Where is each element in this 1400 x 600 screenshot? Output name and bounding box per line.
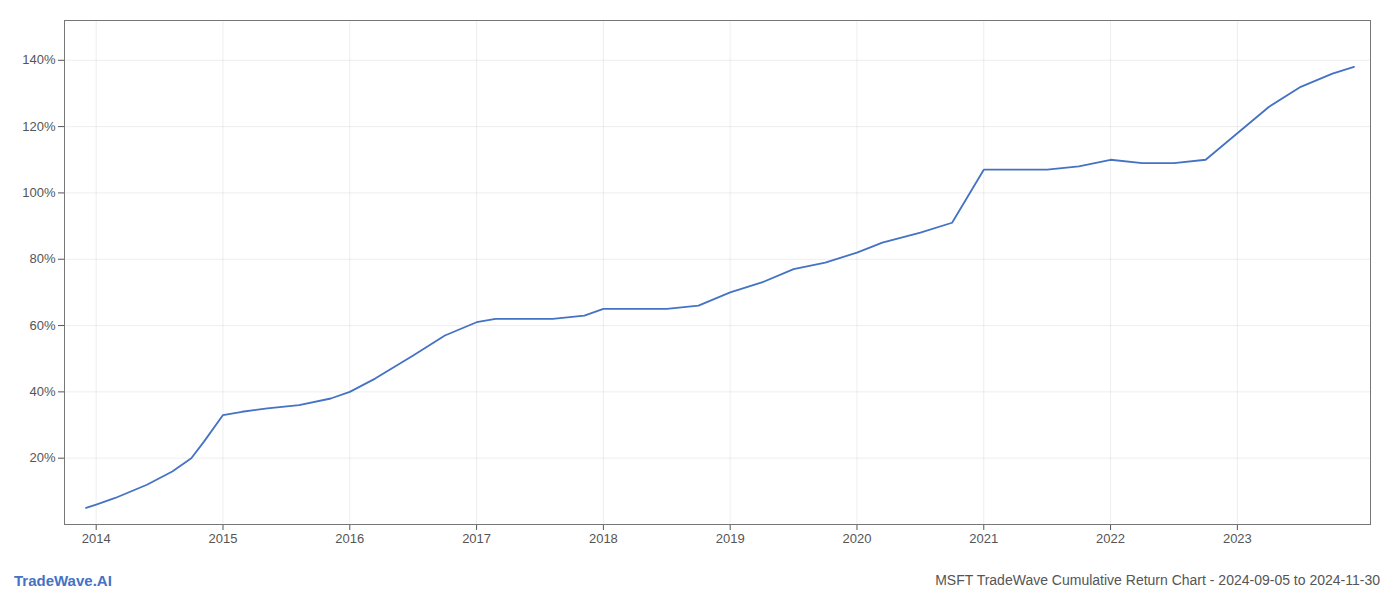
svg-text:2020: 2020 [843,531,872,546]
svg-text:2023: 2023 [1223,531,1252,546]
svg-text:2018: 2018 [589,531,618,546]
svg-text:60%: 60% [29,318,55,333]
svg-text:140%: 140% [22,52,56,67]
svg-text:2022: 2022 [1096,531,1125,546]
svg-text:2021: 2021 [969,531,998,546]
svg-text:100%: 100% [22,185,56,200]
svg-text:20%: 20% [29,450,55,465]
html-text:MSFT TradeWave Cumulative Retu: MSFT TradeWave Cumulative Return Chart -… [935,572,1380,588]
svg-text:80%: 80% [29,251,55,266]
svg-text:2016: 2016 [335,531,364,546]
svg-text:2019: 2019 [716,531,745,546]
svg-text:2017: 2017 [462,531,491,546]
html-text:TradeWave.AI: TradeWave.AI [14,571,112,589]
svg-text:2014: 2014 [82,531,111,546]
svg-text:40%: 40% [29,384,55,399]
svg-text:2015: 2015 [209,531,238,546]
svg-text:120%: 120% [22,119,56,134]
